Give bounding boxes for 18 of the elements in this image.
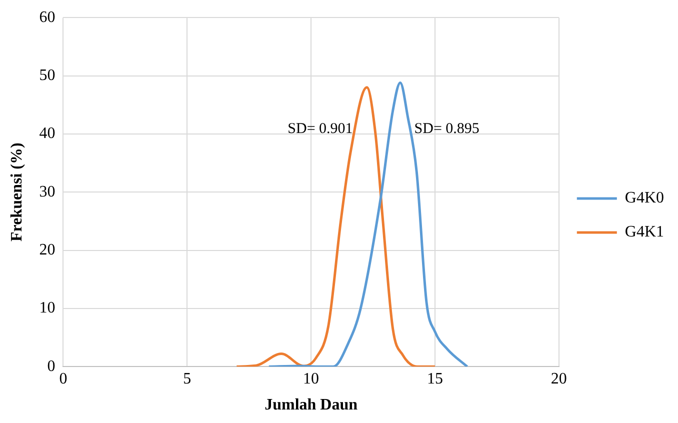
- y-tick-label: 20: [39, 241, 56, 258]
- x-tick-label: 0: [59, 370, 68, 388]
- legend-label: G4K1: [624, 224, 664, 241]
- x-tick-label: 5: [183, 370, 192, 388]
- annotation: SD= 0.895: [414, 121, 480, 138]
- x-tick-label: 20: [550, 370, 567, 388]
- x-tick-label: 15: [426, 370, 443, 388]
- y-tick-label: 30: [39, 183, 56, 200]
- legend-label: G4K0: [624, 190, 664, 207]
- y-tick-label: 10: [39, 300, 56, 317]
- y-tick-label: 50: [39, 66, 56, 84]
- x-axis-title: Jumlah Daun: [264, 396, 358, 414]
- y-tick-label: 40: [39, 125, 56, 142]
- x-tick-label: 10: [303, 370, 320, 388]
- y-tick-label: 60: [39, 8, 56, 26]
- y-tick-label: 0: [47, 358, 56, 375]
- annotation: SD= 0.901: [288, 121, 353, 138]
- y-axis-title: Frekuensi (%): [8, 142, 26, 242]
